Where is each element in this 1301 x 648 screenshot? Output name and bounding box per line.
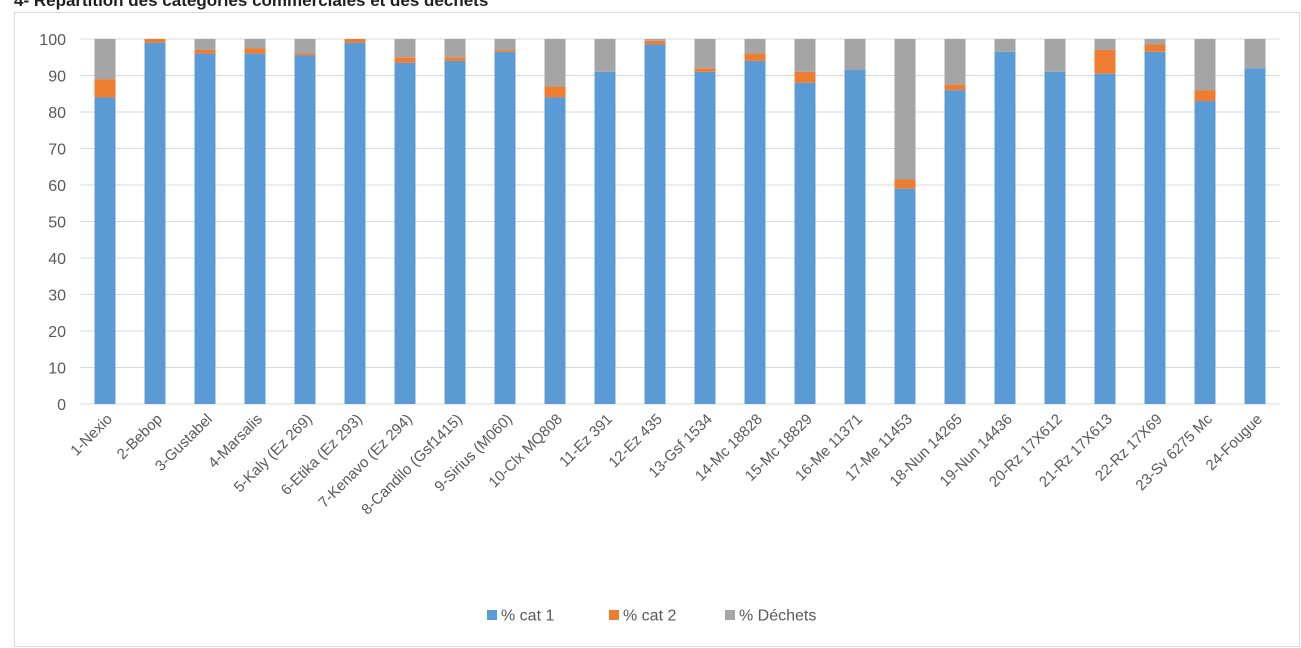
y-tick-label: 30 [48, 288, 66, 305]
bar-segment [644, 39, 666, 41]
bar-segment [944, 39, 966, 85]
bar-segment [1094, 49, 1116, 74]
bar-segment [644, 44, 666, 404]
bar-segment [844, 70, 866, 405]
bar-segment [144, 42, 166, 405]
x-axis-categories: 1-Nexio2-Bebop3-Gustabel4-Marsalis5-Kaly… [67, 410, 1266, 518]
bar-segment [494, 49, 516, 52]
bar-segment [1194, 90, 1216, 102]
bar-segment [794, 82, 816, 405]
y-tick-label: 70 [48, 142, 66, 159]
bar-segment [944, 90, 966, 404]
legend: % cat 1 % cat 2 % Déchets [487, 608, 816, 625]
bar-segment [694, 39, 716, 69]
bar-segment [744, 53, 766, 61]
bar-segment [244, 53, 266, 404]
bar-segment [144, 39, 166, 43]
bar-segment [994, 39, 1016, 52]
y-tick-label: 0 [57, 397, 66, 414]
legend-label: % cat 2 [623, 608, 676, 625]
bar-segment [244, 48, 266, 54]
bar-segment [1044, 39, 1066, 72]
x-category-label: 7-Kenavo (Ez 294) [315, 411, 415, 511]
bar-segment [94, 39, 116, 80]
bar-segment [794, 71, 816, 83]
gridlines [80, 38, 1280, 405]
y-tick-label: 60 [48, 178, 66, 195]
bars [94, 39, 1266, 405]
bar-segment [744, 39, 766, 54]
bar-segment [1194, 39, 1216, 91]
bar-segment [444, 57, 466, 61]
legend-label: % Déchets [739, 608, 816, 625]
bar-segment [244, 39, 266, 49]
bar-segment [94, 79, 116, 98]
bar-segment [1094, 39, 1116, 50]
bar-segment [294, 53, 316, 56]
bar-segment [344, 42, 366, 405]
bar-segment [94, 97, 116, 405]
bar-segment [894, 179, 916, 189]
y-tick-label: 10 [48, 361, 66, 378]
y-tick-label: 20 [48, 324, 66, 341]
legend-swatch [725, 610, 735, 620]
bar-segment [444, 39, 466, 58]
bar-segment [1244, 39, 1266, 69]
bar-segment [944, 84, 966, 91]
y-tick-label: 50 [48, 215, 66, 232]
bar-segment [694, 68, 716, 72]
legend-swatch [609, 610, 619, 620]
y-tick-label: 90 [48, 69, 66, 86]
legend-swatch [487, 610, 497, 620]
bar-segment [444, 60, 466, 405]
bar-segment [194, 39, 216, 50]
bar-segment [594, 39, 616, 72]
bar-segment [1144, 44, 1166, 52]
y-tick-label: 100 [39, 32, 66, 49]
bar-segment [894, 188, 916, 404]
x-category-label: 2-Bebop [114, 411, 166, 463]
y-tick-label: 80 [48, 105, 66, 122]
bar-segment [294, 39, 316, 54]
bar-segment [544, 97, 566, 405]
bar-segment [794, 39, 816, 72]
bar-segment [694, 71, 716, 404]
bar-segment [1144, 39, 1166, 45]
bar-segment [744, 60, 766, 405]
bar-segment [544, 86, 566, 98]
bar-segment [194, 53, 216, 404]
y-axis-ticks: 0 10 20 30 40 50 60 70 80 90 100 [39, 32, 66, 414]
bar-segment [344, 39, 366, 43]
bar-segment [894, 39, 916, 180]
bar-segment [394, 57, 416, 63]
bar-segment [1044, 71, 1066, 404]
chart-title: 4- Répartition des catégories commercial… [14, 0, 489, 10]
bar-segment [1194, 101, 1216, 405]
bar-segment [194, 49, 216, 54]
y-tick-label: 40 [48, 251, 66, 268]
bar-segment [394, 62, 416, 404]
bar-segment [994, 51, 1016, 405]
bar-segment [644, 40, 666, 45]
bar-segment [844, 39, 866, 71]
bar-segment [544, 39, 566, 87]
bar-segment [1094, 73, 1116, 405]
legend-label: % cat 1 [501, 608, 554, 625]
bar-segment [394, 39, 416, 58]
bar-segment [1144, 51, 1166, 405]
bar-segment [294, 55, 316, 405]
bar-segment [494, 51, 516, 405]
bar-segment [594, 71, 616, 404]
bar-segment [494, 39, 516, 50]
bar-segment [1244, 68, 1266, 404]
x-category-label: 1-Nexio [67, 411, 116, 460]
